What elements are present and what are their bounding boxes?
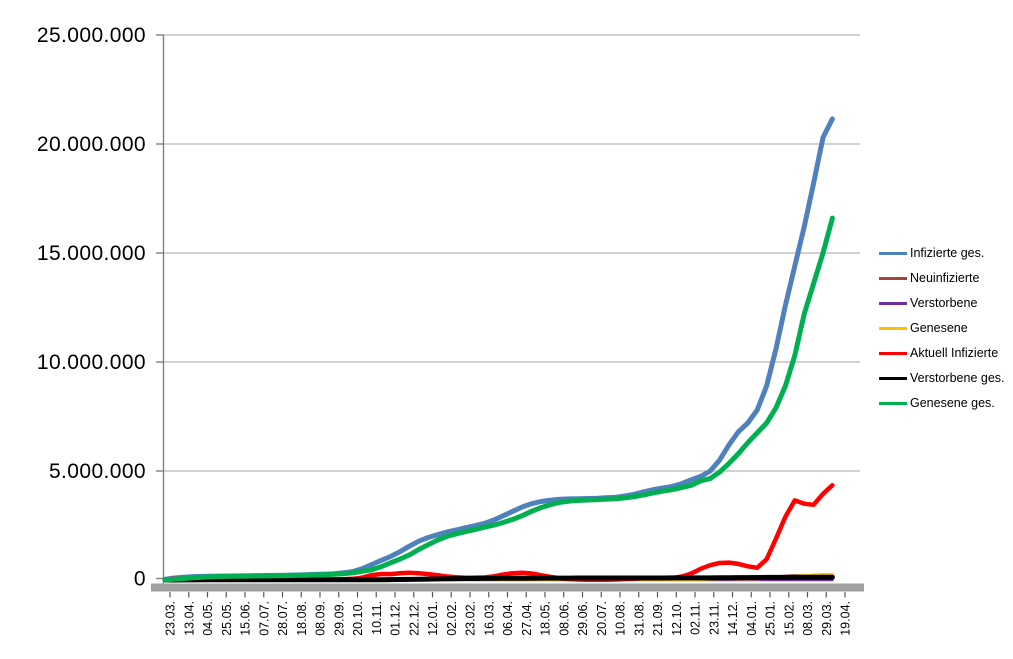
- x-tick-label: 20.10.: [351, 601, 365, 636]
- legend-swatch-genesene: [879, 327, 907, 330]
- legend-label-verstorbene: Verstorbene: [910, 296, 978, 310]
- x-tick-label: 23.11.: [707, 601, 721, 635]
- y-axis-labels: 0 5.000.000 10.000.000 15.000.000 20.000.000…: [37, 24, 164, 591]
- x-tick-label: 15.02.: [782, 601, 796, 636]
- y-tick-label: 10.000.000: [37, 351, 146, 374]
- x-tick-label: 01.12.: [389, 601, 403, 636]
- series-verstorbene-ges: [162, 574, 835, 583]
- x-tick-label: 07.07.: [257, 601, 271, 636]
- y-tick-label: 25.000.000: [37, 24, 146, 47]
- legend-item-aktuell-infizierte: Aktuell Infizierte: [879, 347, 1005, 360]
- legend-label-genesene-ges: Genesene ges.: [910, 396, 995, 410]
- x-tick-label: 29.06.: [576, 601, 590, 636]
- legend-item-infizierte-ges: Infizierte ges.: [879, 247, 1005, 260]
- x-tick-label: 31.08.: [632, 601, 646, 636]
- x-tick-label: 06.04.: [501, 601, 515, 636]
- legend-label-infizierte-ges: Infizierte ges.: [910, 246, 985, 260]
- x-tick-label: 10.08.: [614, 601, 628, 636]
- x-axis-labels: 23.03. 13.04. 04.05. 25.05. 15.06. 07.07. 28.0…: [164, 592, 853, 636]
- x-axis-bar: [151, 583, 864, 592]
- x-tick-label: 04.01.: [745, 601, 759, 636]
- legend-label-aktuell-infizierte: Aktuell Infizierte: [910, 346, 999, 360]
- y-tick-label: 5.000.000: [49, 460, 146, 483]
- x-tick-label: 15.06.: [239, 601, 253, 636]
- series-infizierte-ges: [162, 116, 835, 582]
- x-tick-label: 25.01.: [764, 601, 778, 636]
- x-tick-label: 28.07.: [276, 601, 290, 636]
- x-tick-label: 02.11.: [689, 601, 703, 635]
- x-tick-label: 10.11.: [370, 601, 384, 635]
- x-tick-label: 08.03.: [801, 601, 815, 636]
- legend-label-neuinfizierte: Neuinfizierte: [910, 271, 980, 285]
- series-genesene-ges: [162, 215, 835, 583]
- legend-swatch-verstorbene: [879, 302, 907, 305]
- x-tick-label: 25.05.: [220, 601, 234, 636]
- x-tick-label: 21.09.: [651, 601, 665, 636]
- x-tick-label: 23.02.: [464, 601, 478, 636]
- x-tick-label: 13.04.: [182, 601, 196, 636]
- x-tick-label: 22.12.: [407, 601, 421, 636]
- y-gridlines: [163, 34, 860, 472]
- x-tick-label: 19.04.: [839, 601, 853, 636]
- x-tick-label: 27.04.: [520, 601, 534, 636]
- legend-item-verstorbene: Verstorbene: [879, 297, 1005, 310]
- x-tick-label: 08.09.: [314, 601, 328, 636]
- x-tick-label: 29.03.: [820, 601, 834, 636]
- x-tick-label: 04.05.: [201, 601, 215, 636]
- legend-item-neuinfizierte: Neuinfizierte: [879, 272, 1005, 285]
- y-tick-label: 0: [134, 568, 146, 591]
- x-tick-label: 29.09.: [332, 601, 346, 636]
- x-tick-label: 18.05.: [539, 601, 553, 636]
- x-tick-label: 23.03.: [164, 601, 178, 636]
- y-tick-label: 15.000.000: [37, 242, 146, 265]
- legend-swatch-neuinfizierte: [879, 277, 907, 280]
- legend-label-verstorbene-ges: Verstorbene ges.: [910, 371, 1005, 385]
- y-tick-label: 20.000.000: [37, 133, 146, 156]
- x-tick-label: 02.02.: [445, 601, 459, 636]
- x-tick-label: 14.12.: [726, 601, 740, 636]
- legend-swatch-verstorbene-ges: [879, 377, 907, 380]
- legend-label-genesene: Genesene: [910, 321, 968, 335]
- legend-swatch-genesene-ges: [879, 402, 907, 405]
- x-tick-label: 20.07.: [595, 601, 609, 636]
- x-tick-label: 12.10.: [670, 601, 684, 636]
- legend-item-genesene: Genesene: [879, 322, 1005, 335]
- x-tick-label: 18.08.: [295, 601, 309, 636]
- legend: Infizierte ges. Neuinfizierte Verstorbene G…: [879, 247, 1005, 410]
- x-tick-label: 12.01.: [426, 601, 440, 636]
- x-tick-label: 16.03.: [482, 601, 496, 636]
- series-aktuell-infizierte: [162, 482, 835, 583]
- legend-item-genesene-ges: Genesene ges.: [879, 397, 1005, 410]
- legend-item-verstorbene-ges: Verstorbene ges.: [879, 372, 1005, 385]
- legend-swatch-infizierte-ges: [879, 252, 907, 255]
- legend-swatch-aktuell-infizierte: [879, 352, 907, 355]
- x-tick-label: 08.06.: [557, 601, 571, 636]
